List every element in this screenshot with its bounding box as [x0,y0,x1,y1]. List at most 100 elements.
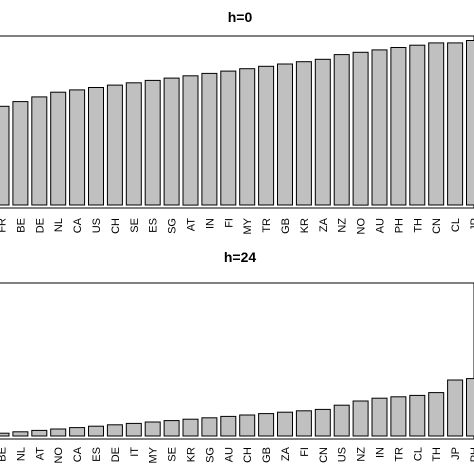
tick-label-ca: CA [72,217,84,233]
bar-th [409,44,426,206]
tick-label-ph: PH [469,447,474,462]
tick-label-kr: KR [186,447,198,462]
bar-au [220,415,237,437]
tick-label-es: ES [91,447,103,462]
panel-title-top: h=0 [228,9,253,25]
tick-label-us: US [337,447,349,462]
bar-ch [106,84,123,206]
tick-label-jp: JP [469,218,474,231]
tick-label-my: MY [242,217,254,234]
tick-label-in: IN [375,447,387,458]
tick-label-at: AT [34,447,46,461]
tick-label-se: SE [167,447,179,462]
bar-ca [69,427,86,437]
bar-in [371,397,388,437]
tick-label-ca: CA [72,446,84,462]
plot-frame-top [0,35,474,209]
panel-top: h=0 FR BE DE NL CA US CH SE ES SG AT IN FI MY TR GB KR ZA… [0,9,474,235]
bar-sg [201,417,218,437]
tick-label-za: ZA [280,446,292,461]
bar-ch [239,414,256,437]
tick-label-gb: GB [280,218,292,234]
bar-gb [277,63,293,206]
tick-label-be: BE [0,447,9,462]
tick-label-jp: JP [450,447,462,460]
tick-label-us: US [91,218,103,233]
tick-label-nl: NL [53,218,65,232]
tick-label-at: AT [186,218,198,232]
bar-fr [0,105,10,206]
bar-jp [447,379,464,437]
bar-kr [295,61,312,206]
tick-label-cn: CN [318,447,330,463]
bar-fi [295,410,312,437]
tick-label-ch: CH [110,218,122,234]
bar-cn [314,408,331,437]
plot-frame-bottom [0,282,474,440]
tick-label-cl: CL [450,218,462,232]
bar-it [125,422,142,437]
bar-nz [333,54,350,206]
tick-label-za: ZA [318,217,330,232]
tick-label-it: IT [129,447,141,457]
bar-au [371,49,388,206]
bars-top [0,40,474,206]
bar-in [201,72,218,206]
bars-bottom [0,378,474,437]
tick-label-nl: NL [15,447,27,461]
tick-label-es: ES [148,218,160,233]
tick-label-th: TH [412,218,424,233]
bar-us [333,404,350,437]
bar-tr [390,396,407,437]
panel-bottom: h=24 BE NL AT NO CA ES DE IT MY SE KR SG AU CH GB ZA FI C… [0,249,474,464]
tick-label-tr: TR [261,218,273,233]
bar-tr [258,65,275,206]
bar-be [12,101,29,206]
bar-th [428,392,445,437]
bar-at [31,429,48,437]
bar-de [31,96,48,206]
bar-es [88,425,104,437]
tick-label-no: NO [53,447,65,464]
bar-my [144,421,161,437]
tick-label-kr: KR [299,218,311,233]
bar-at [182,75,199,206]
tick-label-de: DE [34,218,46,233]
tick-label-fi: FI [299,447,311,457]
bar-cn [428,42,445,206]
panel-title-bottom: h=24 [224,249,257,265]
bar-de [106,424,123,437]
bar-fi [220,70,237,206]
tick-label-fr: FR [0,218,9,233]
bar-jp [466,40,474,206]
tick-label-my: MY [148,446,160,463]
tick-label-nz: NZ [356,447,368,462]
tick-label-cl: CL [412,447,424,461]
tick-label-ch: CH [242,447,254,463]
bar-za [314,58,331,206]
bar-no [50,428,67,437]
bar-sg [163,77,180,206]
bar-ph [466,378,474,437]
tick-label-au: AU [375,218,387,233]
bar-no [352,51,369,206]
bar-es [144,79,161,206]
tick-labels-bottom: BE NL AT NO CA ES DE IT MY SE KR SG AU CH GB ZA FI CN US NZ… [0,446,474,463]
tick-label-de: DE [110,447,122,462]
bar-gb [258,413,275,437]
tick-label-fi: FI [223,218,235,228]
bar-ph [390,47,407,206]
bar-be [0,432,10,437]
tick-label-nz: NZ [337,218,349,233]
tick-label-sg: SG [204,447,216,463]
bar-se [125,82,142,206]
bar-cl [409,394,426,437]
bar-nz [352,400,369,437]
bar-nl [12,431,29,437]
bar-cl [447,42,464,206]
bar-nl [50,91,67,206]
bar-ca [69,89,86,206]
bar-kr [182,418,199,437]
tick-label-cn: CN [431,218,443,234]
